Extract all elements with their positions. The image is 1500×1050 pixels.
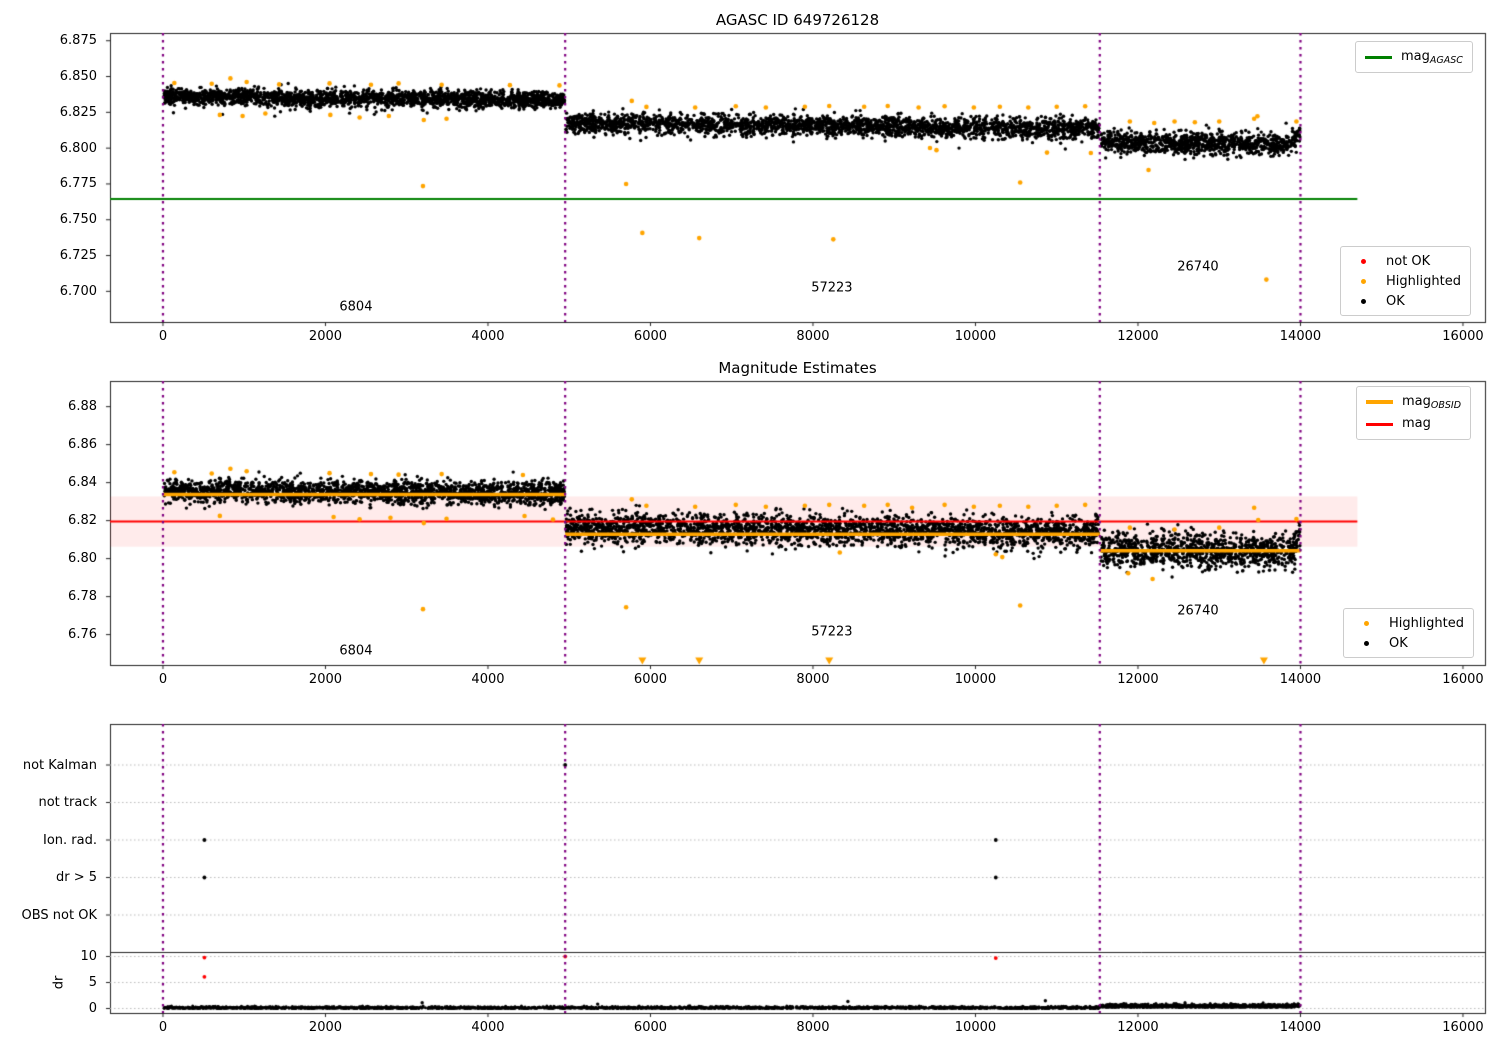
legend-row: OK (1350, 291, 1461, 311)
legend-row: not OK (1350, 251, 1461, 271)
legend-label-ok: OK (1389, 635, 1408, 651)
legend-row: mag (1366, 413, 1461, 435)
orange-dot-sample (1364, 620, 1369, 626)
legend-label-ok: OK (1386, 293, 1405, 309)
legend-row: Highlighted (1350, 271, 1461, 291)
legend-label-sub: OBSID (1430, 399, 1462, 411)
legend-row: Highlighted (1353, 613, 1464, 633)
plot2-legend-point-types: Highlighted OK (1343, 608, 1474, 658)
legend-label-not-ok: not OK (1386, 253, 1431, 269)
plot2-title: Magnitude Estimates (718, 359, 877, 377)
plot2-legend-lines: magOBSID mag (1356, 386, 1472, 440)
orange-dot-sample (1361, 278, 1366, 284)
plot1-legend-mag-agasc: magAGASC (1355, 41, 1473, 73)
plot1-legend-point-types: not OK Highlighted OK (1340, 246, 1471, 316)
legend-label-mag-agasc: mag (1401, 48, 1430, 64)
legend-label-highlighted: Highlighted (1386, 273, 1461, 289)
black-dot-sample (1364, 640, 1369, 646)
black-dot-sample (1361, 298, 1366, 304)
plot1-title: AGASC ID 649726128 (715, 11, 880, 29)
red-line-sample (1366, 422, 1393, 426)
green-line-sample (1365, 55, 1392, 59)
legend-row: OK (1353, 633, 1464, 653)
legend-label-mag-obsid: mag (1402, 393, 1431, 409)
legend-label-mag: mag (1402, 415, 1431, 431)
legend-label-highlighted: Highlighted (1389, 615, 1464, 631)
red-dot-sample (1361, 258, 1366, 264)
legend-label-sub: AGASC (1429, 54, 1463, 66)
legend-row: magOBSID (1366, 391, 1461, 413)
legend-row: magAGASC (1365, 46, 1463, 68)
orange-line-sample (1366, 400, 1393, 404)
